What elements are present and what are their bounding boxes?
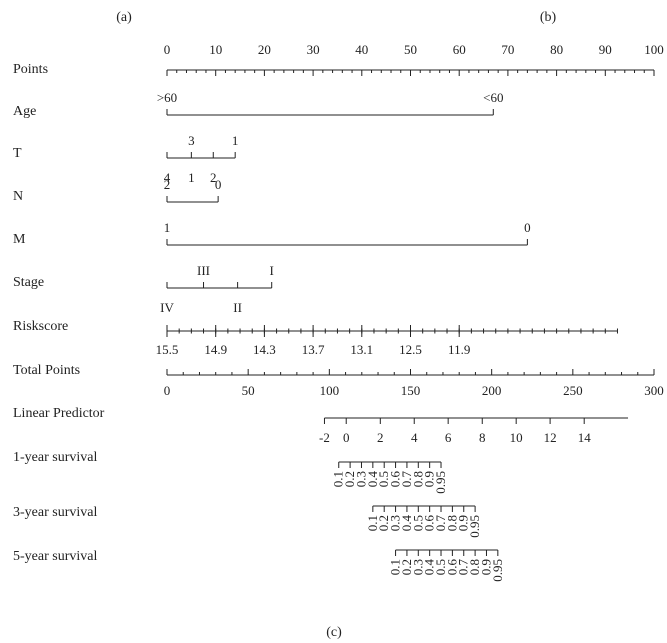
- survival-tick-label: 0.3: [410, 559, 425, 575]
- survival-tick-label: 0.4: [422, 559, 437, 576]
- survival-tick-label: 0.9: [456, 515, 471, 531]
- total-tick-label: 150: [401, 383, 421, 398]
- total-tick-label: 50: [242, 383, 255, 398]
- riskscore-tick-label: 11.9: [448, 342, 470, 357]
- points-tick-label: 30: [307, 42, 320, 57]
- survival-tick-label: 0.5: [433, 559, 448, 575]
- row-label-1: Age: [13, 104, 36, 119]
- survival-tick-label: 0.9: [478, 559, 493, 575]
- survival-tick-label: 0.95: [467, 515, 482, 538]
- predictor-level-label: I: [270, 263, 274, 278]
- row-label-8: Linear Predictor: [13, 406, 105, 421]
- predictor-level-label: 0: [215, 177, 222, 192]
- survival-tick-label: 0.8: [467, 559, 482, 575]
- row-label-2: T: [13, 146, 22, 161]
- survival-tick-label: 0.1: [331, 471, 346, 487]
- linear-predictor-tick-label: 4: [411, 430, 418, 445]
- total-tick-label: 200: [482, 383, 502, 398]
- riskscore-tick-label: 12.5: [399, 342, 422, 357]
- predictor-level-label: 3: [188, 133, 195, 148]
- survival-tick-label: 0.6: [444, 559, 459, 576]
- survival-tick-label: 0.4: [365, 471, 380, 488]
- row-label-9: 1-year survival: [13, 450, 97, 465]
- points-tick-label: 0: [164, 42, 171, 57]
- survival-tick-label: 0.2: [342, 471, 357, 487]
- predictor-level-label: III: [197, 263, 210, 278]
- linear-predictor-tick-label: 0: [343, 430, 350, 445]
- predictor-level-label: 1: [232, 133, 239, 148]
- linear-predictor-tick-label: 14: [578, 430, 592, 445]
- survival-tick-label: 0.95: [433, 471, 448, 494]
- survival-tick-label: 0.7: [456, 559, 471, 576]
- points-tick-label: 20: [258, 42, 271, 57]
- linear-predictor-tick-label: 8: [479, 430, 486, 445]
- panel-label-a: (a): [116, 10, 132, 25]
- linear-predictor-tick-label: -2: [319, 430, 330, 445]
- predictor-level-label: 1: [188, 170, 195, 185]
- predictor-level-label: II: [233, 300, 242, 315]
- linear-predictor-tick-label: 6: [445, 430, 452, 445]
- predictor-level-label: 4: [164, 170, 171, 185]
- row-label-3: N: [13, 189, 23, 204]
- row-label-0: Points: [13, 62, 48, 77]
- panel-label-b: (b): [540, 10, 557, 25]
- survival-tick-label: 0.4: [399, 515, 414, 532]
- survival-tick-label: 0.5: [376, 471, 391, 487]
- riskscore-tick-label: 15.5: [156, 342, 179, 357]
- points-tick-label: 50: [404, 42, 417, 57]
- survival-tick-label: 0.3: [353, 471, 368, 487]
- riskscore-tick-label: 14.9: [204, 342, 227, 357]
- riskscore-tick-label: 13.1: [350, 342, 373, 357]
- riskscore-tick-label: 13.7: [302, 342, 325, 357]
- total-tick-label: 300: [644, 383, 664, 398]
- total-tick-label: 0: [164, 383, 171, 398]
- survival-tick-label: 0.3: [388, 515, 403, 531]
- panel-label-c: (c): [326, 625, 342, 640]
- row-label-11: 5-year survival: [13, 549, 97, 564]
- survival-tick-label: 0.8: [410, 471, 425, 487]
- row-label-5: Stage: [13, 275, 44, 290]
- linear-predictor-tick-label: 10: [510, 430, 523, 445]
- row-label-4: M: [13, 232, 26, 247]
- points-tick-label: 80: [550, 42, 563, 57]
- survival-tick-label: 0.95: [490, 559, 505, 582]
- row-label-10: 3-year survival: [13, 505, 97, 520]
- survival-tick-label: 0.1: [365, 515, 380, 531]
- row-label-6: Riskscore: [13, 319, 68, 334]
- linear-predictor-tick-label: 2: [377, 430, 384, 445]
- points-tick-label: 70: [501, 42, 514, 57]
- points-tick-label: 60: [453, 42, 466, 57]
- survival-tick-label: 0.2: [399, 559, 414, 575]
- row-label-7: Total Points: [13, 363, 80, 378]
- survival-tick-label: 0.6: [422, 515, 437, 532]
- predictor-level-label: <60: [483, 90, 503, 105]
- total-tick-label: 100: [320, 383, 340, 398]
- survival-tick-label: 0.5: [410, 515, 425, 531]
- predictor-level-label: 2: [210, 170, 217, 185]
- predictor-level-label: 0: [524, 220, 531, 235]
- survival-tick-label: 0.6: [388, 471, 403, 488]
- points-tick-label: 40: [355, 42, 368, 57]
- predictor-level-label: IV: [160, 300, 174, 315]
- total-tick-label: 250: [563, 383, 583, 398]
- points-tick-label: 10: [209, 42, 222, 57]
- predictor-level-label: 1: [164, 220, 171, 235]
- survival-tick-label: 0.1: [388, 559, 403, 575]
- linear-predictor-tick-label: 12: [544, 430, 557, 445]
- survival-tick-label: 0.7: [399, 471, 414, 488]
- predictor-level-label: >60: [157, 90, 177, 105]
- riskscore-tick-label: 14.3: [253, 342, 276, 357]
- survival-tick-label: 0.9: [422, 471, 437, 487]
- points-tick-label: 90: [599, 42, 612, 57]
- points-tick-label: 100: [644, 42, 664, 57]
- survival-tick-label: 0.8: [444, 515, 459, 531]
- survival-tick-label: 0.2: [376, 515, 391, 531]
- predictor-level-label: 2: [164, 177, 171, 192]
- survival-tick-label: 0.7: [433, 515, 448, 532]
